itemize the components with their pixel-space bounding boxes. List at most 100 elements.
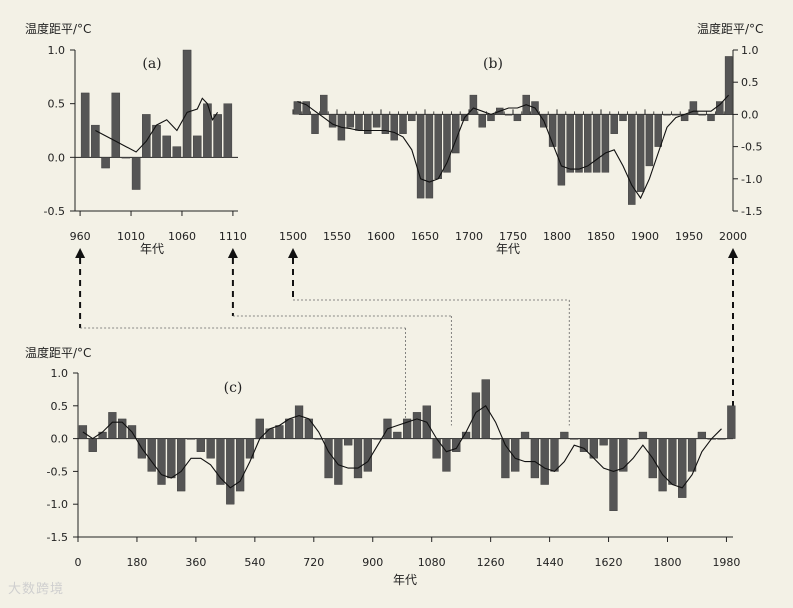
bar bbox=[206, 438, 215, 459]
x-tick-label: 1060 bbox=[168, 230, 196, 243]
bar bbox=[609, 438, 618, 511]
bar bbox=[487, 114, 495, 122]
bar bbox=[131, 157, 141, 190]
connector-arrowhead bbox=[728, 248, 738, 258]
bar bbox=[245, 438, 255, 459]
bar bbox=[658, 438, 667, 492]
panel-label: (b) bbox=[483, 56, 503, 72]
bar bbox=[434, 114, 442, 180]
bar bbox=[678, 438, 687, 498]
bar bbox=[504, 114, 513, 116]
x-tick-label: 540 bbox=[244, 556, 265, 569]
bar bbox=[265, 428, 274, 439]
bar bbox=[443, 114, 451, 173]
y-tick-label: -0.5 bbox=[47, 465, 68, 478]
bar bbox=[452, 114, 460, 154]
y-tick-label: 1.0 bbox=[51, 367, 69, 380]
y-tick-label: 0.5 bbox=[51, 400, 69, 413]
x-tick-label: 1550 bbox=[323, 230, 351, 243]
bar bbox=[575, 114, 583, 173]
bar bbox=[355, 114, 363, 131]
x-tick-label: 0 bbox=[75, 556, 82, 569]
x-tick-label: 2000 bbox=[719, 230, 747, 243]
bar bbox=[610, 114, 618, 134]
smoothed-line bbox=[95, 97, 219, 153]
bar bbox=[294, 405, 304, 439]
x-tick-label: 1620 bbox=[595, 556, 623, 569]
x-tick-label: 1980 bbox=[712, 556, 740, 569]
bar bbox=[579, 438, 589, 452]
panel-b: 温度距平/°C (b) -1.5 -1.0 -0.5 0.0 0.5 1.0 1500 1550 1… bbox=[279, 21, 763, 256]
bar bbox=[111, 92, 121, 158]
bar bbox=[548, 114, 557, 147]
bar bbox=[381, 114, 390, 134]
bar bbox=[557, 114, 566, 186]
y-tick-label: -1.5 bbox=[47, 531, 68, 544]
bar bbox=[293, 101, 302, 115]
y-tick-label: -0.5 bbox=[741, 141, 762, 154]
bar bbox=[320, 94, 328, 115]
bar bbox=[88, 438, 97, 452]
x-tick-label: 1600 bbox=[367, 230, 395, 243]
bar bbox=[687, 438, 697, 472]
bar bbox=[668, 438, 677, 485]
bar bbox=[196, 438, 205, 452]
x-tick-label: 900 bbox=[362, 556, 383, 569]
bar bbox=[412, 412, 422, 439]
bar bbox=[570, 438, 579, 440]
bar bbox=[416, 114, 425, 199]
connector-arrowhead bbox=[75, 248, 86, 258]
x-tick-label: 1110 bbox=[219, 230, 247, 243]
bar bbox=[235, 438, 245, 492]
bar bbox=[628, 114, 636, 205]
bar bbox=[334, 438, 343, 485]
y-tick-label: 1.0 bbox=[48, 44, 66, 57]
x-axis-title: 年代 bbox=[496, 242, 520, 256]
bar bbox=[540, 438, 549, 485]
x-tick-label: 1260 bbox=[477, 556, 505, 569]
bar bbox=[716, 101, 724, 115]
bar bbox=[226, 438, 235, 505]
panel-label: (a) bbox=[142, 56, 161, 72]
x-tick-label: 1010 bbox=[117, 230, 145, 243]
bar bbox=[599, 438, 608, 446]
bar bbox=[689, 101, 698, 115]
y-tick-label: 0.0 bbox=[48, 151, 66, 164]
bar bbox=[373, 438, 382, 440]
panel-c: 温度距平/°C (c) -1.5 -1.0 -0.5 0.0 0.5 1.0 0 180 360 54… bbox=[25, 345, 740, 587]
bar bbox=[654, 114, 662, 147]
bar bbox=[80, 92, 90, 158]
bar bbox=[560, 431, 569, 439]
bar bbox=[452, 438, 461, 452]
y-tick-label: -1.0 bbox=[741, 173, 762, 186]
y-axis-title: 温度距平/°C bbox=[697, 21, 763, 36]
bar bbox=[275, 425, 284, 439]
x-tick-label: 1800 bbox=[543, 230, 571, 243]
y-tick-label: 1.0 bbox=[741, 44, 759, 57]
bar bbox=[645, 114, 654, 167]
y-axis-title: 温度距平/°C bbox=[25, 345, 91, 360]
watermark: 大数跨境 bbox=[8, 582, 65, 597]
bar bbox=[592, 114, 601, 173]
bar bbox=[513, 114, 522, 122]
bar bbox=[364, 114, 372, 134]
bar bbox=[363, 438, 372, 472]
y-axis-title: 温度距平/°C bbox=[25, 21, 91, 36]
smoothed-line bbox=[297, 94, 730, 200]
bar bbox=[91, 124, 100, 158]
bar bbox=[223, 103, 233, 158]
bar bbox=[471, 392, 481, 439]
bar bbox=[619, 438, 628, 472]
x-tick-label: 180 bbox=[126, 556, 147, 569]
bar bbox=[530, 438, 539, 479]
bar bbox=[520, 431, 530, 439]
bar bbox=[727, 405, 736, 439]
y-tick-label: -1.0 bbox=[47, 498, 68, 511]
x-tick-label: 1800 bbox=[654, 556, 682, 569]
smoothed-line bbox=[82, 405, 722, 489]
bar bbox=[636, 114, 645, 192]
connector-arrowhead bbox=[288, 248, 298, 258]
bar bbox=[98, 431, 107, 439]
x-tick-label: 960 bbox=[70, 230, 91, 243]
